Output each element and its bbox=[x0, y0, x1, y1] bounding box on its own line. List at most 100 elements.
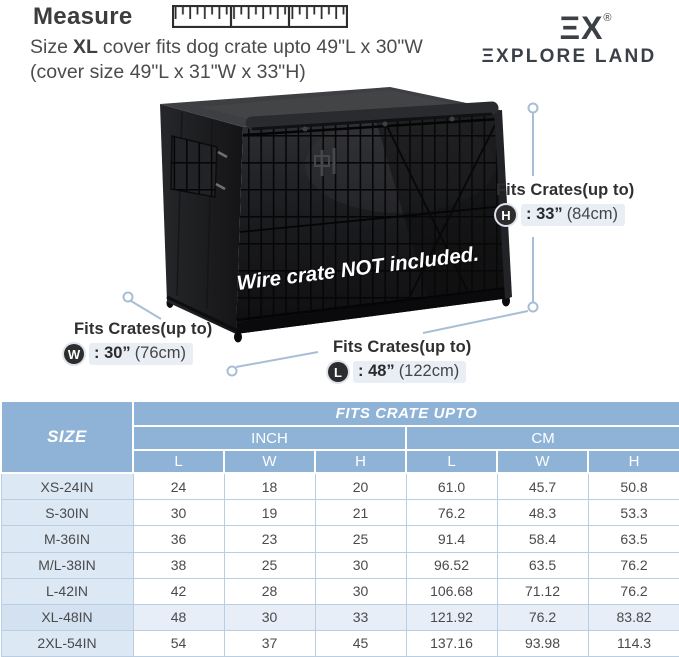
table-row: XS-24IN 24 18 20 61.0 45.7 50.8 bbox=[0, 472, 679, 501]
cover-size-line: (cover size 49"L x 31"W x 33"H) bbox=[30, 61, 306, 83]
value-cell: 76.2 bbox=[405, 499, 498, 527]
table-row: S-30IN 30 19 21 76.2 48.3 53.3 bbox=[0, 499, 679, 527]
value-cell: 36 bbox=[132, 525, 225, 553]
value-cell: 76.2 bbox=[587, 551, 679, 579]
width-value-pill: : 30” (76cm) bbox=[89, 343, 194, 365]
length-value-pill: : 48” (122cm) bbox=[353, 361, 467, 383]
table-row: 2XL-54IN 54 37 45 137.16 93.98 114.3 bbox=[0, 629, 679, 657]
logo-wordmark: ΞXPLORE LAND bbox=[481, 46, 657, 67]
value-cell: 91.4 bbox=[405, 525, 498, 553]
size-chart-table: SIZE FITS CRATE UPTO INCH CM L W H L W H… bbox=[0, 400, 679, 657]
size-value: XL bbox=[72, 36, 98, 58]
value-cell: 18 bbox=[223, 472, 316, 501]
value-cell: 24 bbox=[132, 472, 225, 501]
width-metric: (76cm) bbox=[134, 344, 187, 362]
table-title: FITS CRATE UPTO bbox=[131, 400, 679, 427]
width-callout-label: Fits Crates(up to) bbox=[74, 320, 213, 338]
value-cell: 38 bbox=[132, 551, 225, 579]
crate-cover-rolled-flap bbox=[245, 101, 499, 132]
height-line-top-endpoint bbox=[527, 102, 539, 114]
size-cell: XS-24IN bbox=[0, 472, 134, 501]
value-cell: 54 bbox=[132, 629, 225, 657]
value-cell: 25 bbox=[314, 525, 407, 553]
length-leader-endpoint bbox=[226, 365, 238, 377]
table-row: L-42IN 42 28 30 106.68 71.12 76.2 bbox=[0, 577, 679, 605]
value-cell: 58.4 bbox=[496, 525, 589, 553]
value-cell: 71.12 bbox=[496, 577, 589, 605]
value-cell: 30 bbox=[132, 499, 225, 527]
value-cell: 50.8 bbox=[587, 472, 679, 501]
value-cell: 61.0 bbox=[405, 472, 498, 501]
size-cell: M-36IN bbox=[0, 525, 134, 553]
length-callout-value: L : 48” (122cm) bbox=[328, 361, 471, 383]
size-cell: M/L-38IN bbox=[0, 551, 134, 579]
value-cell: 48 bbox=[132, 603, 225, 631]
size-description: Size XL cover fits dog crate upto 49"L x 3… bbox=[30, 35, 423, 85]
crate-cover-side bbox=[160, 104, 243, 334]
size-column-header: SIZE bbox=[0, 400, 134, 474]
table-row: XL-48IN 48 30 33 121.92 76.2 83.82 bbox=[0, 603, 679, 631]
col-header-w-cm: W bbox=[496, 449, 589, 474]
value-cell: 21 bbox=[314, 499, 407, 527]
value-cell: 30 bbox=[314, 551, 407, 579]
size-table-body: XS-24IN 24 18 20 61.0 45.7 50.8 S-30IN 30 19 21 76.… bbox=[0, 472, 679, 657]
value-cell: 48.3 bbox=[496, 499, 589, 527]
length-value: : 48” bbox=[358, 362, 395, 380]
size-cell: S-30IN bbox=[0, 499, 134, 527]
value-cell: 63.5 bbox=[587, 525, 679, 553]
length-callout: Fits Crates(up to) L : 48” (122cm) bbox=[328, 338, 471, 383]
height-badge: H bbox=[496, 205, 516, 225]
height-metric: (84cm) bbox=[566, 205, 619, 223]
value-cell: 37 bbox=[223, 629, 316, 657]
height-value: : 33” bbox=[526, 205, 563, 223]
length-badge: L bbox=[328, 362, 348, 382]
crate-bottom-pan bbox=[166, 288, 510, 343]
value-cell: 28 bbox=[223, 577, 316, 605]
registered-mark: ® bbox=[603, 12, 613, 24]
inch-group-header: INCH bbox=[132, 425, 407, 451]
value-cell: 30 bbox=[314, 577, 407, 605]
brand-logo: ΞX® ΞXPLORE LAND bbox=[469, 2, 669, 68]
value-cell: 76.2 bbox=[496, 603, 589, 631]
value-cell: 106.68 bbox=[405, 577, 498, 605]
wire-crate-note: Wire crate NOT included. bbox=[235, 242, 481, 295]
table-row: M-36IN 36 23 25 91.4 58.4 63.5 bbox=[0, 525, 679, 553]
value-cell: 19 bbox=[223, 499, 316, 527]
table-row: M/L-38IN 38 25 30 96.52 63.5 76.2 bbox=[0, 551, 679, 579]
height-line-bottom-endpoint bbox=[527, 301, 539, 313]
measure-title: Measure bbox=[33, 3, 133, 30]
col-header-h-cm: H bbox=[586, 449, 679, 474]
value-cell: 23 bbox=[223, 525, 316, 553]
value-cell: 45.7 bbox=[496, 472, 589, 501]
width-value: : 30” bbox=[94, 344, 131, 362]
value-cell: 121.92 bbox=[405, 603, 498, 631]
crate-latch bbox=[314, 148, 336, 176]
width-callout-value: W : 30” (76cm) bbox=[64, 343, 212, 365]
value-cell: 33 bbox=[314, 603, 407, 631]
value-cell: 53.3 bbox=[587, 499, 679, 527]
height-callout-label: Fits Crates(up to) bbox=[496, 181, 635, 199]
value-cell: 63.5 bbox=[496, 551, 589, 579]
size-word: Size bbox=[30, 36, 68, 58]
ruler-icon bbox=[172, 5, 348, 28]
crate-front-mesh bbox=[236, 110, 510, 334]
col-header-l-cm: L bbox=[405, 449, 498, 474]
value-cell: 42 bbox=[132, 577, 225, 605]
col-header-w-inch: W bbox=[223, 449, 316, 474]
col-header-h-inch: H bbox=[314, 449, 407, 474]
value-cell: 30 bbox=[223, 603, 316, 631]
length-leader-line bbox=[235, 351, 319, 368]
width-badge: W bbox=[64, 344, 84, 364]
height-value-pill: : 33” (84cm) bbox=[521, 204, 626, 226]
value-cell: 25 bbox=[223, 551, 316, 579]
crate-cover-top bbox=[160, 87, 500, 127]
value-cell: 20 bbox=[314, 472, 407, 501]
value-cell: 137.16 bbox=[405, 629, 498, 657]
size-cell: 2XL-54IN bbox=[0, 629, 134, 657]
value-cell: 114.3 bbox=[587, 629, 679, 657]
size-chart: SIZE FITS CRATE UPTO INCH CM L W H L W H… bbox=[0, 400, 679, 657]
crate-side-window bbox=[170, 135, 228, 198]
value-cell: 83.82 bbox=[587, 603, 679, 631]
logo-mark: ΞX® bbox=[469, 2, 669, 44]
height-extension-line bbox=[422, 310, 529, 334]
